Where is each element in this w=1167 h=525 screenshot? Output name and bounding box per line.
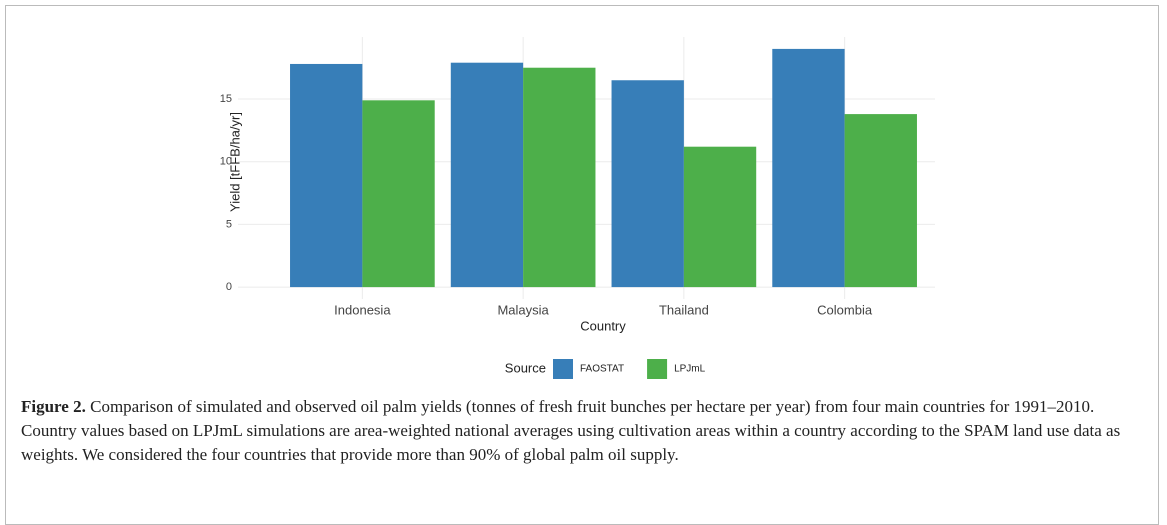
y-tick-label: 0 xyxy=(226,281,232,293)
bar xyxy=(523,67,596,288)
x-tick-label: Indonesia xyxy=(334,302,391,317)
bar xyxy=(290,63,363,288)
legend-label: FAOSTAT xyxy=(580,364,624,375)
legend-swatch xyxy=(647,359,668,379)
bar xyxy=(844,114,917,288)
caption-text: Comparison of simulated and observed oil… xyxy=(21,397,1121,464)
y-axis-title: Yield [tFFB/ha/yr] xyxy=(227,112,242,212)
bar xyxy=(772,48,845,288)
x-axis-title: Country xyxy=(580,318,626,333)
x-tick-label: Thailand xyxy=(659,302,709,317)
bar xyxy=(362,100,435,288)
bar xyxy=(450,62,524,288)
legend-label: LPJmL xyxy=(674,364,706,375)
chart: Country Yield [tFFB/ha/yr] Source 0 5 10 15… xyxy=(220,37,935,379)
legend-swatch xyxy=(553,359,573,379)
caption: Figure 2. Comparison of simulated and ob… xyxy=(21,395,1146,467)
y-tick-label: 15 xyxy=(220,93,232,105)
y-tick-label: 5 xyxy=(226,218,232,230)
bar xyxy=(683,146,757,288)
x-tick-label: Colombia xyxy=(817,302,873,317)
y-tick-label: 10 xyxy=(220,156,232,168)
caption-label: Figure 2. xyxy=(21,397,86,416)
legend-title: Source xyxy=(505,360,546,375)
bar xyxy=(611,80,684,288)
x-tick-label: Malaysia xyxy=(497,302,549,317)
